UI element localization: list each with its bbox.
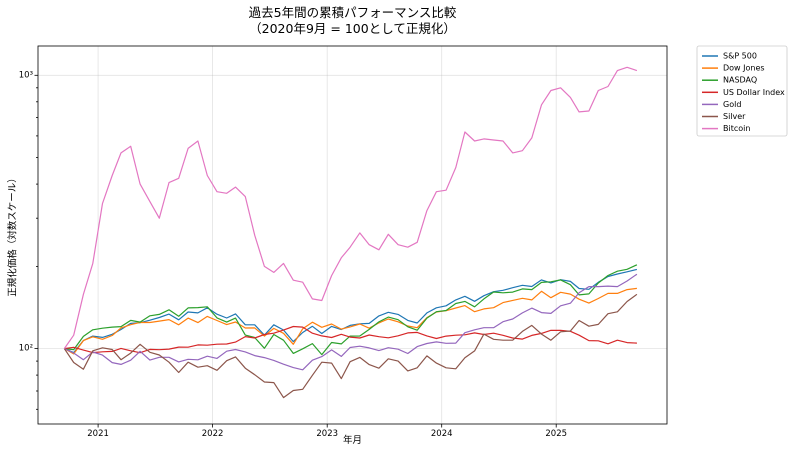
legend-label: Dow Jones xyxy=(723,64,765,73)
legend-item-bitcoin: Bitcoin xyxy=(702,124,750,133)
legend-item-us-dollar-index: US Dollar Index xyxy=(702,88,785,97)
legend: S&P 500 Dow Jones NASDAQ US Dollar Index Gol… xyxy=(696,45,788,137)
legend-label: Silver xyxy=(723,112,746,121)
legend-label: US Dollar Index xyxy=(723,88,785,97)
legend-item-gold: Gold xyxy=(702,100,741,109)
legend-label: NASDAQ xyxy=(723,76,757,85)
legend-label: Gold xyxy=(723,100,741,109)
legend-label: S&P 500 xyxy=(723,52,757,61)
series-line-bitcoin xyxy=(63,66,638,349)
legend-item-s-p-500: S&P 500 xyxy=(702,52,757,61)
x-tick-label: 2025 xyxy=(545,429,567,439)
legend-item-dow-jones: Dow Jones xyxy=(702,64,765,73)
y-axis-label: 正規化価格（対数スケール） xyxy=(7,173,19,297)
legend-item-silver: Silver xyxy=(702,112,746,121)
x-axis-label: 年月 xyxy=(343,434,362,446)
x-axis: 2021 2022 2023 2024 2025 xyxy=(87,424,567,439)
series-line-dow-jones xyxy=(64,287,637,355)
series-line-gold xyxy=(64,273,638,371)
legend-frame xyxy=(696,45,788,137)
plot-area xyxy=(38,46,667,424)
y-tick-label: 10³ xyxy=(19,70,33,80)
series-line-silver xyxy=(63,293,638,399)
series-line-s-p-500 xyxy=(64,268,638,354)
y-axis: 10² 10³ xyxy=(19,70,38,410)
x-tick-label: 2024 xyxy=(431,429,453,439)
x-tick-label: 2021 xyxy=(87,429,109,439)
series-line-nasdaq xyxy=(64,264,638,356)
x-tick-label: 2023 xyxy=(316,429,338,439)
plot-lines xyxy=(63,66,638,399)
chart-subtitle: （2020年9月 = 100として正規化） xyxy=(249,21,456,36)
x-tick-label: 2022 xyxy=(202,429,224,439)
chart-title: 過去5年間の累積パフォーマンス比較 xyxy=(249,5,457,20)
legend-item-nasdaq: NASDAQ xyxy=(702,76,757,85)
y-tick-label: 10² xyxy=(19,344,33,354)
grid-lines xyxy=(38,46,667,424)
plot-frame xyxy=(37,45,668,425)
legend-label: Bitcoin xyxy=(723,124,750,133)
